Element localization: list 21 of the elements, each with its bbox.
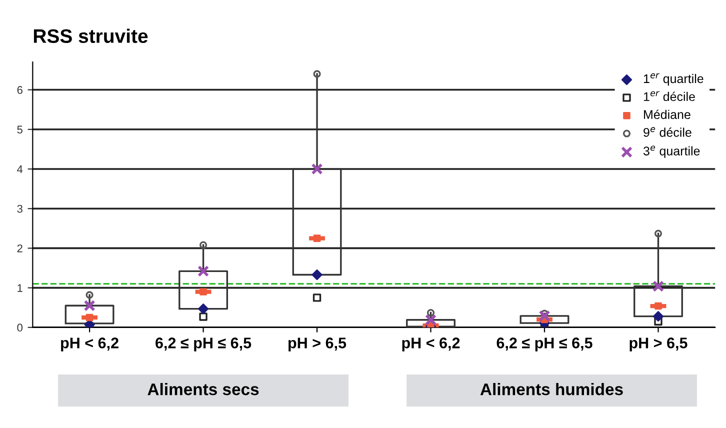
x-tick-label: pH < 6,2 [61, 338, 118, 352]
chart-title: RSS struvite [34, 28, 148, 43]
x-tick-label: pH > 6,5 [630, 338, 688, 352]
y-tick-label: 0 [17, 324, 23, 332]
legend-label: 1$^{er}$ décile [644, 91, 695, 102]
legend-label: Médiane [644, 110, 690, 120]
y-tick-label: 3 [17, 204, 22, 213]
x-tick-label: 6,2 ≤ pH ≤ 6,5 [496, 338, 592, 352]
legend-label: 1$^{er}$ quartile [644, 73, 704, 86]
x-tick-label: pH < 6,2 [402, 338, 460, 352]
y-tick-label: 1 [18, 284, 22, 292]
y-tick-label: 4 [17, 165, 23, 174]
y-tick-label: 5 [17, 126, 22, 134]
text: Aliments secs [148, 382, 259, 396]
x-tick-label: pH > 6,5 [288, 338, 346, 352]
y-tick-label: 2 [17, 244, 22, 252]
legend-label: 9$^{e}$ décile [644, 127, 692, 137]
x-tick-label: 6,2 ≤ pH ≤ 6,5 [156, 338, 252, 352]
text: Aliments humides [480, 382, 623, 396]
y-tick-label: 6 [17, 86, 22, 94]
legend-label: 3$^{e}$ quartile [643, 146, 700, 158]
